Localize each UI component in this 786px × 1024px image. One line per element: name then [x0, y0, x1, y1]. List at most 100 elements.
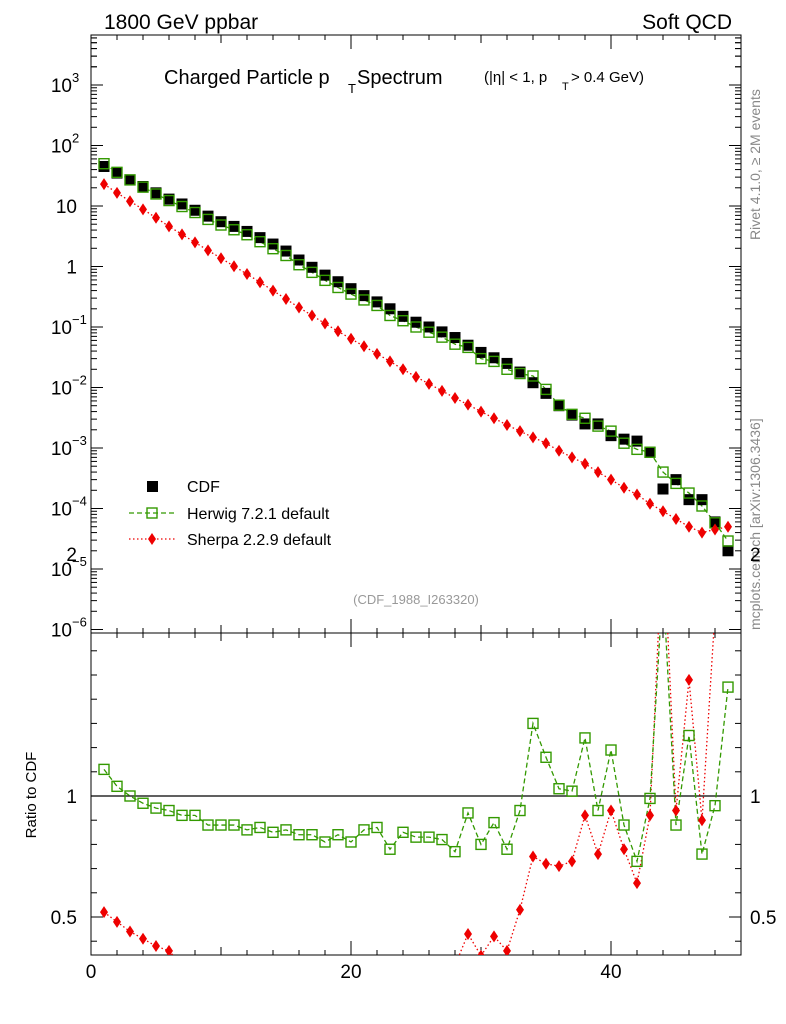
ratio-sherpa-point: [594, 848, 602, 861]
legend-cdf-marker: [147, 481, 158, 492]
ratio-sherpa-point: [282, 959, 290, 971]
ratio-series: [98, 606, 734, 971]
sherpa-point: [295, 301, 303, 314]
title-part2: Spectrum: [357, 67, 443, 89]
ratio-herwig-point: [397, 826, 409, 838]
legend-sherpa-marker: [148, 533, 156, 545]
herwig-point: [670, 477, 682, 490]
ratio-herwig-point: [267, 826, 279, 838]
herwig-point: [410, 321, 422, 333]
ratio-herwig-point: [306, 829, 318, 841]
ratio-sherpa-point: [711, 606, 719, 618]
sherpa-point: [555, 444, 563, 457]
herwig-point: [98, 158, 110, 170]
ratio-xtick-label: 40: [600, 962, 621, 983]
ratio-sherpa-point: [178, 959, 186, 971]
ratio-sherpa-point: [204, 959, 212, 971]
herwig-point: [137, 181, 149, 193]
herwig-point: [722, 535, 734, 547]
herwig-point: [124, 174, 136, 186]
ratio-ytick-label-right: 0.5: [750, 908, 776, 929]
cdf-point: [566, 409, 578, 421]
cdf-point: [501, 357, 513, 369]
main-ytick-exponent: −5: [72, 554, 87, 569]
ratio-herwig-point: [150, 802, 162, 814]
cdf-point: [449, 332, 461, 344]
ratio-herwig-point: [540, 751, 552, 763]
ratio-sherpa-point: [620, 843, 628, 856]
sherpa-point: [113, 186, 121, 199]
cdf-point: [514, 366, 526, 378]
ratio-herwig-point: [111, 780, 123, 793]
ratio-sherpa-point: [386, 959, 394, 971]
ratio-herwig-point: [579, 732, 591, 744]
sherpa-point: [126, 195, 134, 208]
ratio-ylabel: Ratio to CDF: [23, 752, 40, 839]
herwig-point: [163, 194, 175, 207]
title-cut-part1: (|η| < 1, p: [484, 69, 547, 86]
herwig-point: [527, 370, 539, 382]
cdf-point: [215, 216, 227, 228]
ratio-sherpa-point: [308, 959, 316, 971]
cdf-point: [657, 483, 669, 495]
sherpa-point: [542, 437, 550, 450]
ratio-herwig-point: [709, 799, 721, 812]
ratio-sherpa-point: [503, 944, 511, 955]
ratio-herwig-point: [254, 821, 266, 834]
herwig-point: [475, 352, 487, 365]
main-ytick-label: 1: [66, 258, 77, 279]
sherpa-point: [412, 370, 420, 383]
ratio-herwig-point: [618, 819, 630, 831]
ratio-herwig-point: [293, 829, 305, 841]
cdf-point: [241, 225, 253, 237]
herwig-point: [176, 200, 188, 213]
main-ytick-label: 10: [51, 621, 72, 642]
ratio-sherpa-point: [464, 927, 472, 940]
sherpa-point: [724, 520, 732, 533]
ratio-herwig-point: [462, 807, 474, 819]
legend-herwig-marker: [146, 507, 158, 519]
ratio-herwig-point: [124, 790, 136, 802]
sherpa-point: [334, 325, 342, 338]
title-sub: T: [348, 81, 356, 96]
ratio-herwig-point: [228, 819, 240, 831]
ratio-herwig-point: [215, 819, 227, 831]
herwig-point: [358, 294, 370, 306]
sherpa-point: [256, 276, 264, 289]
herwig-point: [462, 341, 474, 354]
sherpa-point: [568, 451, 576, 464]
ratio-herwig-point: [163, 804, 175, 817]
main-series: [98, 158, 734, 557]
cdf-point: [670, 474, 682, 486]
ratio-sherpa-point: [451, 959, 459, 971]
cdf-point: [618, 433, 630, 445]
ratio-herwig-point: [202, 819, 214, 831]
herwig-point: [332, 281, 344, 294]
ratio-herwig-point: [358, 824, 370, 836]
sherpa-point: [425, 377, 433, 390]
ratio-sherpa-point: [529, 850, 537, 863]
ratio-ytick-label-right: 1: [750, 787, 761, 808]
ratio-herwig-point: [332, 829, 344, 841]
sherpa-point: [672, 513, 680, 526]
herwig-point: [267, 242, 279, 255]
ratio-plot-frame: [90, 632, 742, 956]
cdf-point: [228, 220, 240, 232]
ratio-sherpa-point: [152, 940, 160, 953]
cdf-point: [644, 446, 656, 458]
ratio-herwig-point: [98, 763, 110, 776]
ratio-sherpa-point: [113, 915, 121, 928]
cdf-point: [189, 204, 201, 216]
sherpa-point: [620, 481, 628, 494]
herwig-point: [254, 235, 266, 248]
herwig-point: [280, 249, 292, 262]
sherpa-point: [451, 392, 459, 405]
main-ytick-label: 10: [51, 137, 72, 158]
cdf-point: [631, 435, 643, 447]
cdf-point: [592, 418, 604, 430]
ratio-sherpa-point: [568, 855, 576, 868]
ratio-herwig-point: [384, 843, 396, 855]
ratio-herwig-point: [605, 744, 617, 756]
rivet-label: Rivet 4.1.0, ≥ 2M events: [747, 89, 763, 240]
sherpa-point: [698, 526, 706, 539]
